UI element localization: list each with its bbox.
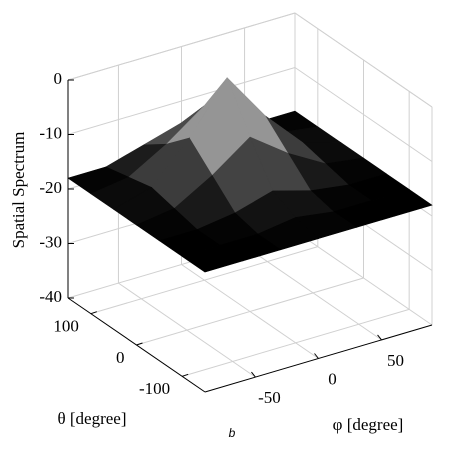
phi-tick-label: -50	[258, 388, 281, 407]
theta-tick-label: -100	[139, 379, 170, 398]
z-tick-label: -10	[39, 123, 62, 142]
theta-tick-label: 0	[116, 348, 125, 367]
grid-line	[181, 264, 319, 359]
z-tick-label: -30	[39, 232, 62, 251]
surface-patch	[181, 244, 244, 273]
tick-mark	[90, 311, 97, 315]
tick-mark	[182, 373, 189, 377]
theta-tick-label: 100	[53, 317, 79, 336]
phi-axis-title: φ [degree]	[333, 415, 404, 434]
z-tick-label: -40	[39, 287, 62, 306]
tick-mark	[251, 371, 256, 378]
z-tick-label: -20	[39, 178, 62, 197]
tick-mark	[314, 353, 319, 359]
z-tick-label: 0	[54, 69, 63, 88]
tick-mark	[136, 342, 143, 346]
axis-line	[67, 12, 296, 81]
theta-axis-title: θ [degree]	[57, 409, 126, 428]
z-axis-title: Spatial Spectrum	[9, 132, 28, 249]
axis-line	[294, 12, 433, 108]
grid-line	[118, 282, 256, 378]
phi-tick-label: 0	[328, 369, 337, 388]
phi-tick-label: 50	[387, 351, 404, 370]
caption: b	[229, 426, 236, 440]
tick-mark	[377, 334, 382, 341]
grid-line	[244, 245, 382, 341]
